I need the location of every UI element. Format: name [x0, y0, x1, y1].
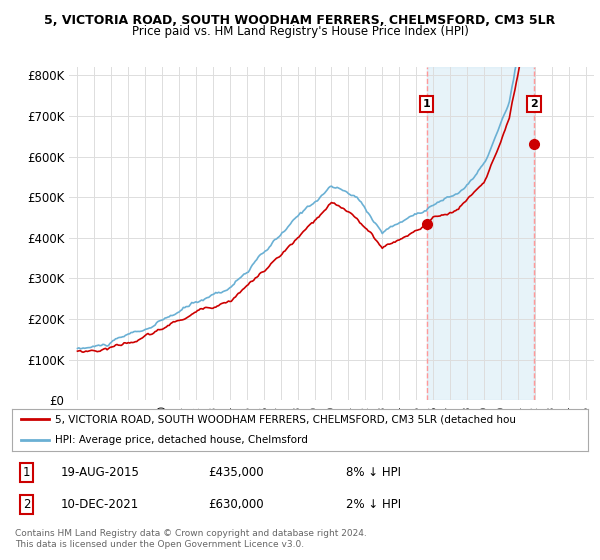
Text: 5, VICTORIA ROAD, SOUTH WOODHAM FERRERS, CHELMSFORD, CM3 5LR: 5, VICTORIA ROAD, SOUTH WOODHAM FERRERS,…: [44, 14, 556, 27]
Text: 19-AUG-2015: 19-AUG-2015: [61, 466, 140, 479]
Text: 2: 2: [23, 498, 30, 511]
Text: 10-DEC-2021: 10-DEC-2021: [61, 498, 139, 511]
Text: 8% ↓ HPI: 8% ↓ HPI: [346, 466, 401, 479]
Text: 1: 1: [423, 99, 431, 109]
Text: HPI: Average price, detached house, Chelmsford: HPI: Average price, detached house, Chel…: [55, 435, 308, 445]
Text: £435,000: £435,000: [208, 466, 263, 479]
Text: 2: 2: [530, 99, 538, 109]
Bar: [427, 67, 534, 400]
Text: 1: 1: [23, 466, 30, 479]
Text: 5, VICTORIA ROAD, SOUTH WOODHAM FERRERS, CHELMSFORD, CM3 5LR (detached hou: 5, VICTORIA ROAD, SOUTH WOODHAM FERRERS,…: [55, 414, 516, 424]
Text: Price paid vs. HM Land Registry's House Price Index (HPI): Price paid vs. HM Land Registry's House …: [131, 25, 469, 38]
Text: £630,000: £630,000: [208, 498, 263, 511]
Text: Contains HM Land Registry data © Crown copyright and database right 2024.
This d: Contains HM Land Registry data © Crown c…: [15, 529, 367, 549]
Text: 2% ↓ HPI: 2% ↓ HPI: [346, 498, 401, 511]
